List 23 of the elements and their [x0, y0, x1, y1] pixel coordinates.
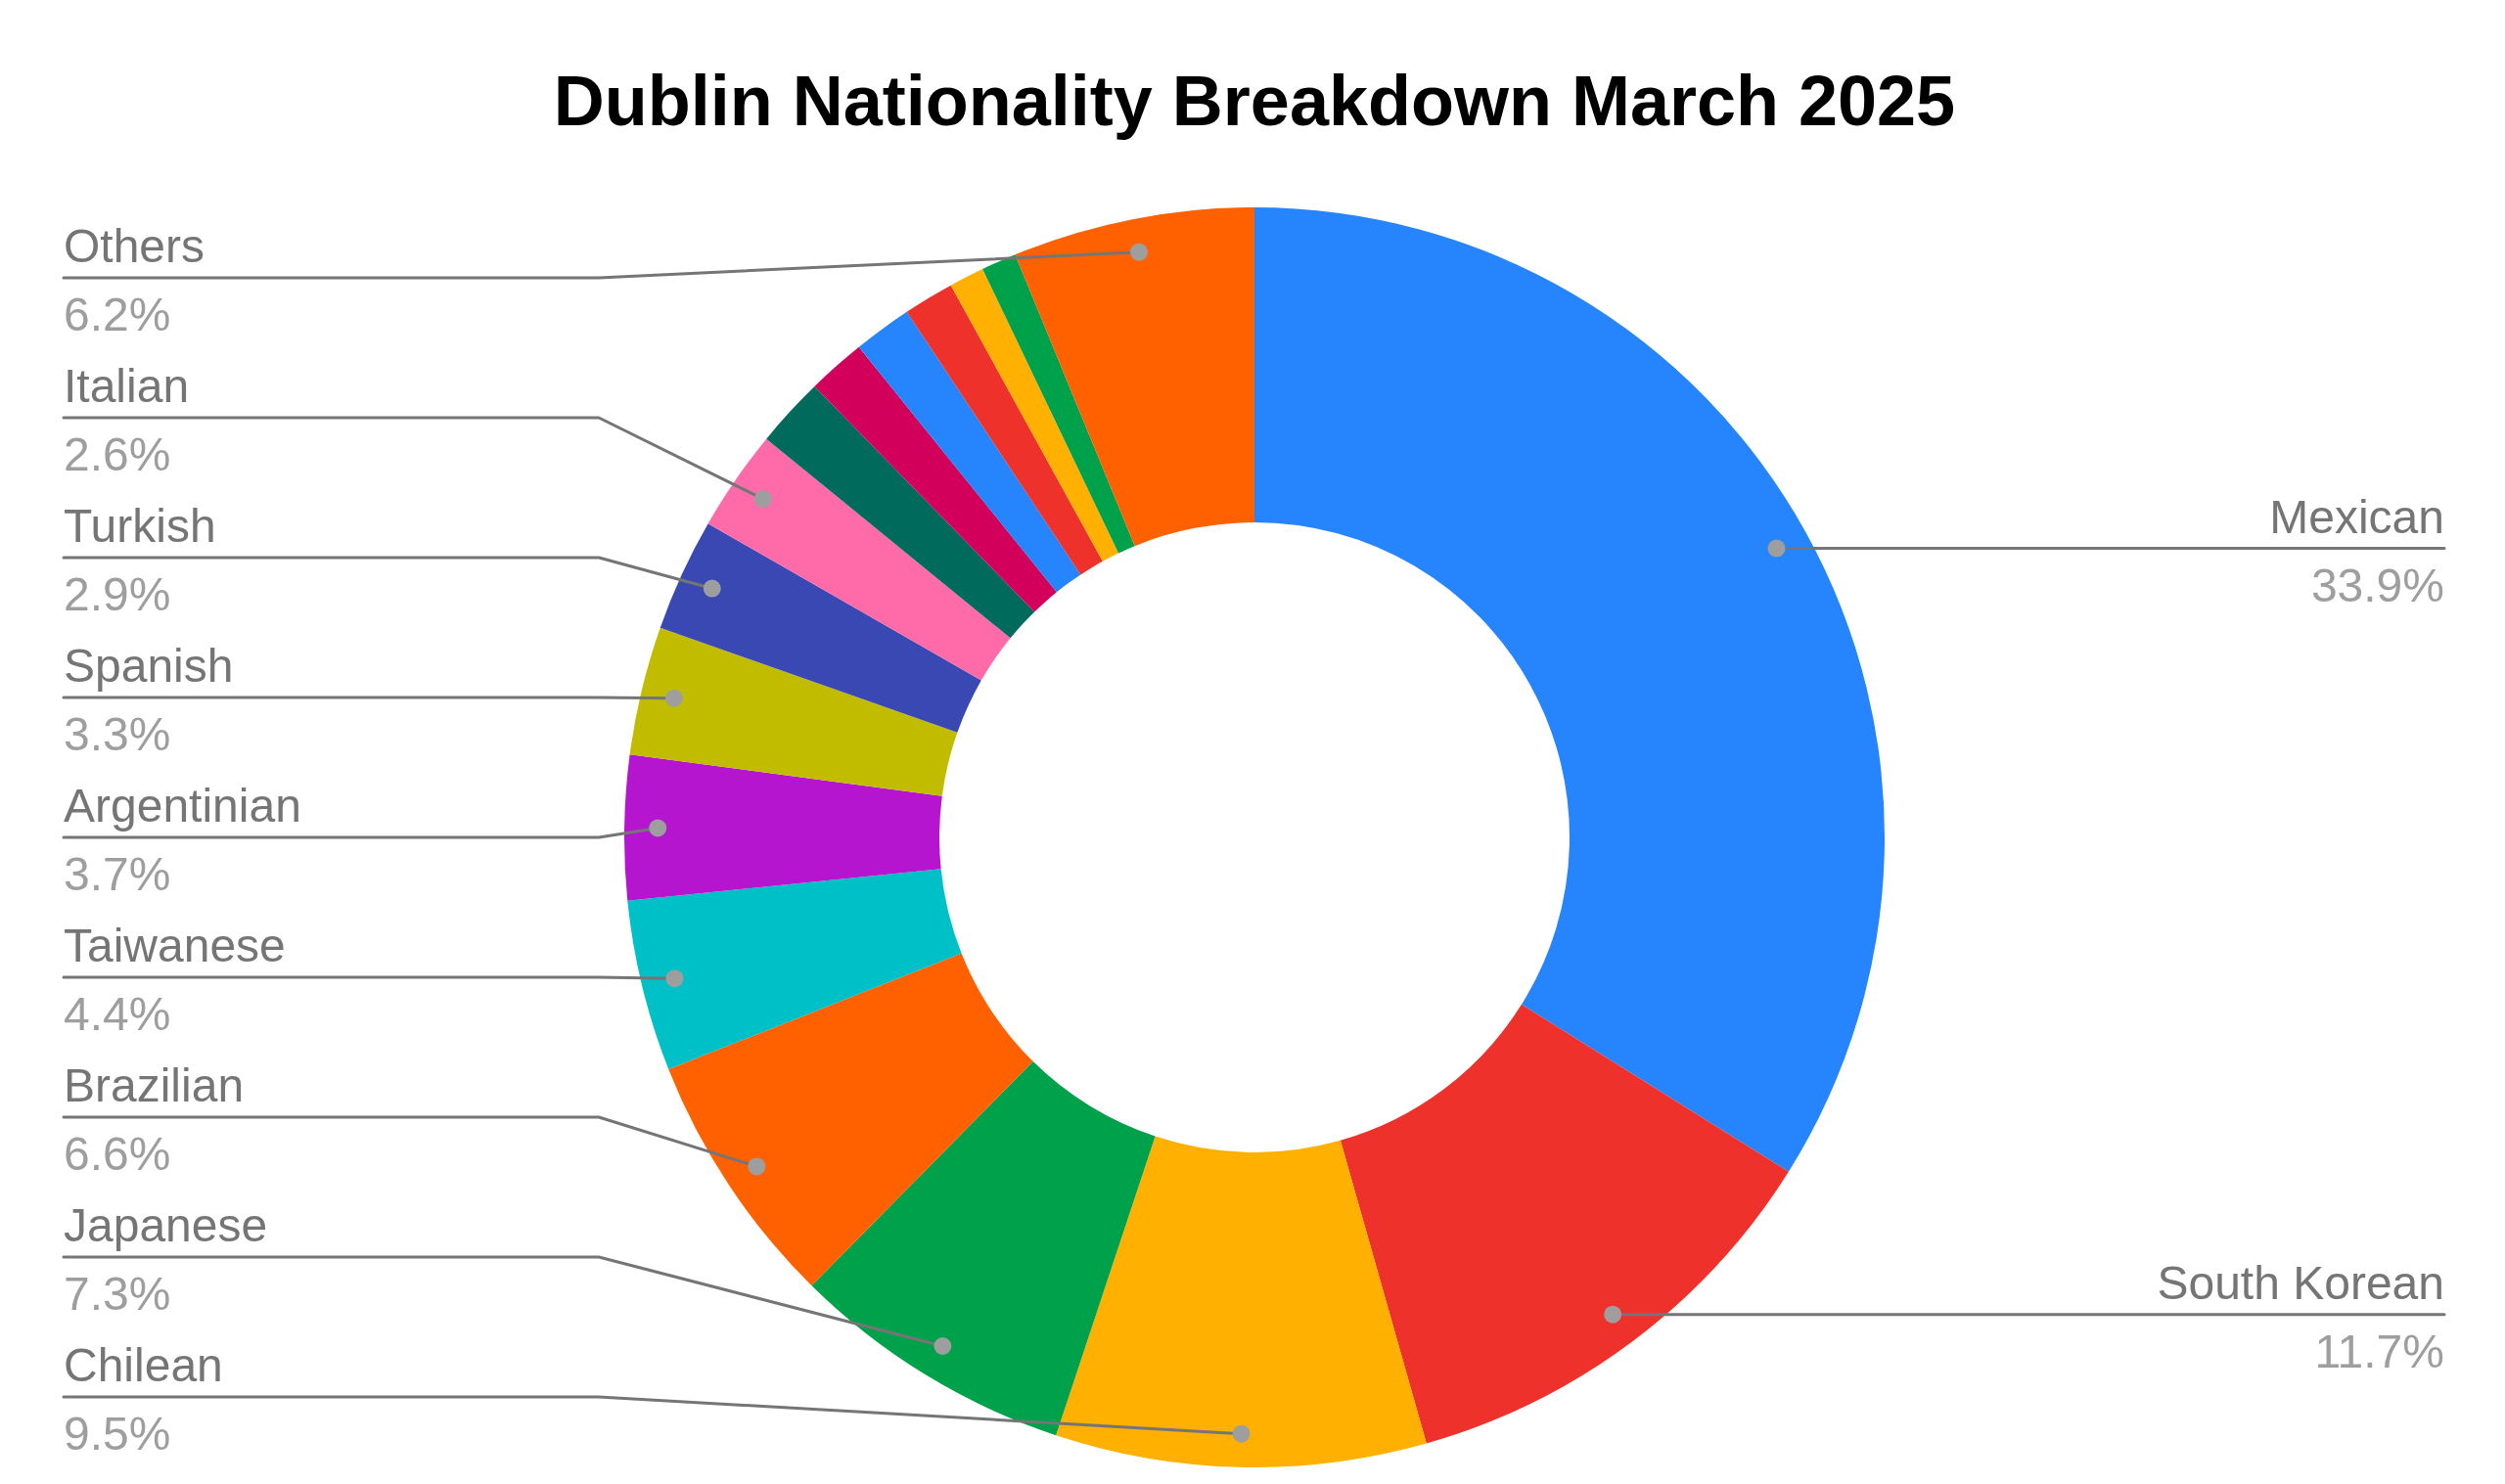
slice-label: Taiwanese — [64, 920, 286, 971]
data-label: 33.9% — [2310, 559, 2444, 611]
data-label: 3.3% — [64, 708, 171, 760]
slice-label: Spanish — [64, 640, 234, 692]
data-label: 4.4% — [64, 988, 171, 1040]
data-label: 2.9% — [64, 568, 171, 620]
data-label: 9.5% — [64, 1408, 171, 1460]
slice-label: Mexican — [2269, 490, 2444, 543]
chart-title: Dublin Nationality Breakdown March 2025 — [553, 61, 1956, 140]
slice-label: Japanese — [64, 1199, 268, 1251]
slice-label: Others — [64, 220, 205, 272]
data-label: 6.2% — [64, 289, 171, 340]
slice-label: Brazilian — [64, 1059, 245, 1111]
data-label: 7.3% — [64, 1268, 171, 1320]
slice-label: Argentinian — [64, 780, 301, 832]
data-label: 2.6% — [64, 428, 171, 480]
data-label: 6.6% — [64, 1128, 171, 1180]
slice-label: Turkish — [64, 500, 216, 552]
slice-label: Chilean — [64, 1339, 223, 1391]
data-label: 3.7% — [64, 848, 171, 900]
slice-label: South Korean — [2157, 1256, 2444, 1309]
data-label: 11.7% — [2314, 1325, 2444, 1377]
slice-label: Italian — [64, 360, 190, 412]
